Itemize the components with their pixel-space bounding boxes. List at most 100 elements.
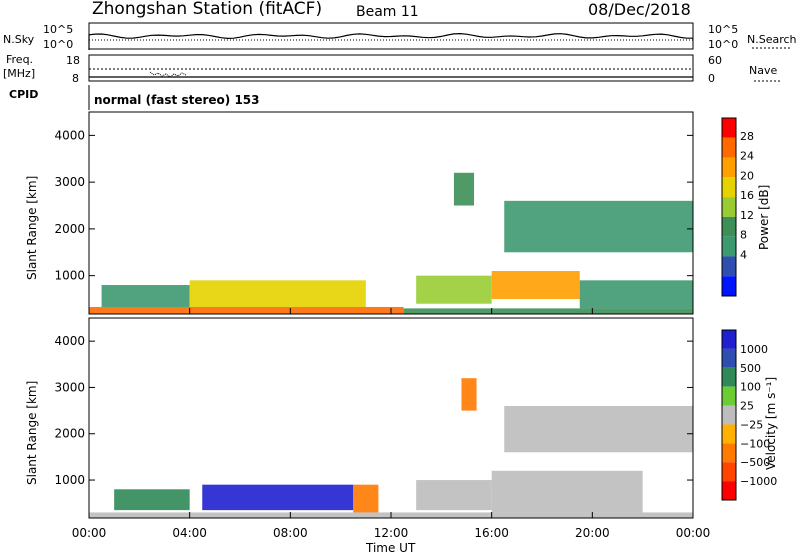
velocity-heatmap <box>89 378 693 518</box>
cpid-value: normal (fast stereo) 153 <box>94 93 260 107</box>
colorbar-segment <box>722 330 736 349</box>
colorbar-segment <box>722 157 736 178</box>
ytick-label: 4000 <box>54 334 85 348</box>
colorbar-segment <box>722 256 736 277</box>
colorbar-segment <box>722 177 736 198</box>
colorbar-tick-label: 20 <box>740 169 754 182</box>
ytick-label: 3000 <box>54 175 85 189</box>
colorbar-segment <box>722 216 736 237</box>
nave-label: Nave <box>749 64 777 77</box>
colorbar-tick-label: 500 <box>740 362 761 375</box>
heatmap-region <box>101 285 190 307</box>
ytick-label: 4000 <box>54 128 85 142</box>
colorbar-segment <box>722 386 736 406</box>
velocity-ylabel: Slant Range [km] <box>25 381 39 485</box>
date-label: 08/Dec/2018 <box>588 0 691 19</box>
colorbar-segment <box>722 481 736 500</box>
xtick-label: 04:00 <box>172 526 207 540</box>
colorbar-tick-label: 28 <box>740 130 754 143</box>
nsky-label: N.Sky <box>3 33 35 46</box>
colorbar-segment <box>722 118 736 138</box>
ytick-label: 1000 <box>54 473 85 487</box>
power-yaxis: 4000 3000 2000 1000 <box>54 128 693 283</box>
colorbar-segment <box>722 276 736 296</box>
power-colorbar-label: Power [dB] <box>757 185 771 250</box>
colorbar-segment <box>722 137 736 158</box>
ytick-label: 2000 <box>54 427 85 441</box>
cpid-label: CPID <box>9 88 38 101</box>
colorbar-tick-label: −25 <box>740 418 763 431</box>
heatmap-region <box>114 489 190 511</box>
nave-right-tick-bottom: 0 <box>708 72 715 85</box>
heatmap-region <box>491 470 643 513</box>
colorbar-tick-label: 25 <box>740 400 754 413</box>
nave-right-tick-top: 60 <box>708 54 722 67</box>
colorbar-tick-label: 1000 <box>740 343 768 356</box>
nsky-right-tick-bottom: 10^0 <box>708 38 738 51</box>
heatmap-region <box>416 480 492 511</box>
beam-label: Beam 11 <box>356 4 419 20</box>
ytick-label: 1000 <box>54 269 85 283</box>
heatmap-region <box>189 280 366 307</box>
freq-left-tick-top: 18 <box>66 54 80 67</box>
xtick-label: 20:00 <box>575 526 610 540</box>
heatmap-region <box>579 280 693 309</box>
heatmap-region <box>504 200 693 253</box>
velocity-colorbar-label: Velocity [m s⁻¹] <box>764 377 778 470</box>
colorbar-segment <box>722 405 736 425</box>
colorbar-tick-label: 12 <box>740 209 754 222</box>
nsky-right-tick-top: 10^5 <box>708 23 738 36</box>
xtick-label: 16:00 <box>474 526 509 540</box>
power-heatmap <box>89 172 693 314</box>
xtick-label: 00:00 <box>72 526 107 540</box>
colorbar-tick-label: −500 <box>740 456 770 469</box>
power-ylabel: Slant Range [km] <box>25 176 39 280</box>
colorbar-tick-label: −1000 <box>740 475 777 488</box>
colorbar-segment <box>722 462 736 482</box>
heatmap-region <box>416 275 492 304</box>
ytick-label: 3000 <box>54 380 85 394</box>
heatmap-region <box>504 405 693 453</box>
colorbar-tick-label: −100 <box>740 437 770 450</box>
colorbar-segment <box>722 236 736 257</box>
heatmap-region <box>202 484 354 511</box>
colorbar-segment <box>722 348 736 368</box>
colorbar-segment <box>722 424 736 444</box>
freq-label: Freq. <box>6 53 33 66</box>
colorbar-tick-label: 8 <box>740 229 747 242</box>
heatmap-region <box>491 270 580 300</box>
xaxis-label: Time UT <box>365 541 416 554</box>
freq-unit-label: [MHz] <box>3 67 35 80</box>
velocity-colorbar: 1000 500 100 25 −25 −100 −500 −1000 <box>721 329 777 501</box>
colorbar-tick-label: 24 <box>740 150 754 163</box>
freq-panel-frame <box>88 54 694 82</box>
nsky-left-tick-top: 10^5 <box>43 23 73 36</box>
colorbar-tick-label: 16 <box>740 189 754 202</box>
power-colorbar: 28 24 20 16 12 8 4 <box>721 117 754 297</box>
station-title: Zhongshan Station (fitACF) <box>92 0 322 19</box>
heatmap-region <box>461 378 477 411</box>
xtick-label: 08:00 <box>273 526 308 540</box>
heatmap-region <box>403 308 693 314</box>
colorbar-segment <box>722 197 736 217</box>
xtick-label: 12:00 <box>374 526 409 540</box>
ytick-label: 2000 <box>54 222 85 236</box>
heatmap-region <box>353 484 379 513</box>
heatmap-region <box>89 306 404 314</box>
freq-left-tick-bottom: 8 <box>72 72 79 85</box>
colorbar-segment <box>722 367 736 387</box>
colorbar-segment <box>722 443 736 463</box>
time-axis: 00:00 04:00 08:00 12:00 16:00 20:00 00:00 <box>72 308 711 540</box>
colorbar-tick-label: 100 <box>740 381 761 394</box>
colorbar-tick-label: 4 <box>740 248 747 261</box>
nsky-trace <box>88 32 693 50</box>
colorbar-frame <box>721 117 737 297</box>
nsky-left-tick-bottom: 10^0 <box>43 38 73 51</box>
velocity-yaxis: 4000 3000 2000 1000 <box>54 334 693 487</box>
heatmap-region <box>453 172 475 206</box>
freq-scatter <box>149 71 187 78</box>
colorbar-frame <box>721 329 737 501</box>
xtick-label: 00:00 <box>676 526 711 540</box>
nsearch-label: N.Search <box>747 33 797 46</box>
